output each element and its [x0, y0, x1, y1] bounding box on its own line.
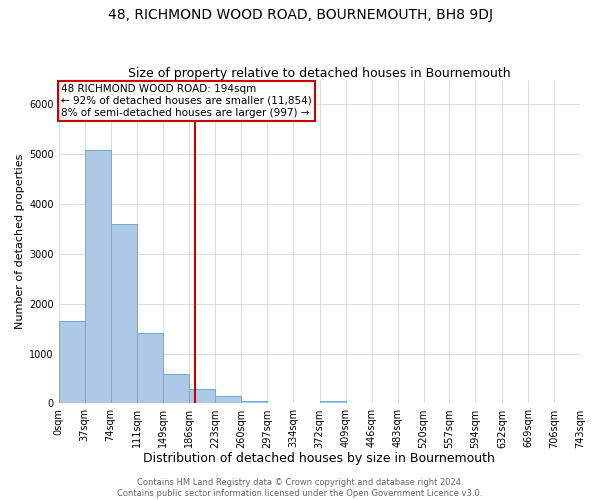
Bar	[163, 374, 189, 404]
Bar	[137, 332, 163, 404]
Bar	[110, 224, 137, 404]
Text: Contains HM Land Registry data © Crown copyright and database right 2024.
Contai: Contains HM Land Registry data © Crown c…	[118, 478, 482, 498]
Text: 48, RICHMOND WOOD ROAD, BOURNEMOUTH, BH8 9DJ: 48, RICHMOND WOOD ROAD, BOURNEMOUTH, BH8…	[107, 8, 493, 22]
Text: 48 RICHMOND WOOD ROAD: 194sqm
← 92% of detached houses are smaller (11,854)
8% o: 48 RICHMOND WOOD ROAD: 194sqm ← 92% of d…	[61, 84, 312, 117]
Bar	[59, 321, 85, 404]
Bar	[320, 400, 346, 404]
X-axis label: Distribution of detached houses by size in Bournemouth: Distribution of detached houses by size …	[143, 452, 495, 465]
Bar	[85, 150, 110, 404]
Bar	[241, 400, 267, 404]
Bar	[189, 389, 215, 404]
Title: Size of property relative to detached houses in Bournemouth: Size of property relative to detached ho…	[128, 66, 511, 80]
Bar	[215, 396, 241, 404]
Y-axis label: Number of detached properties: Number of detached properties	[15, 154, 25, 329]
